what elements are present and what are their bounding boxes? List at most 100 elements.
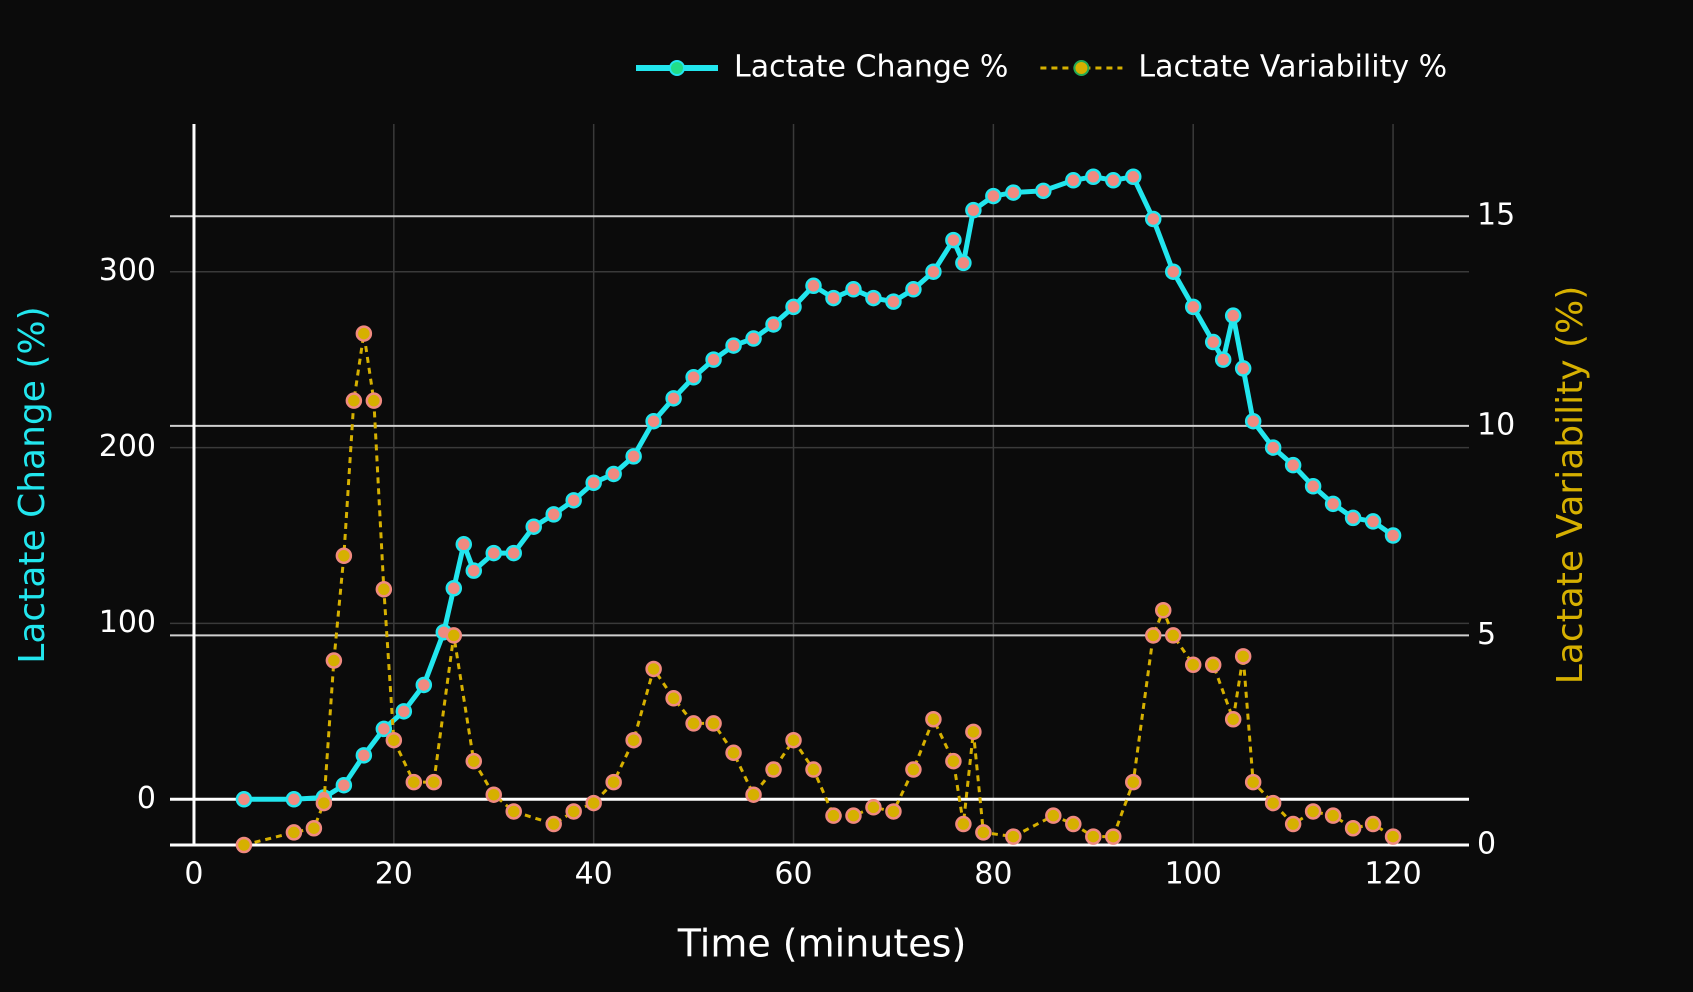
data-point xyxy=(305,819,323,837)
data-point xyxy=(705,715,722,732)
data-point xyxy=(665,690,682,707)
y2-tick-label: 5 xyxy=(1477,617,1496,652)
data-point xyxy=(1244,773,1262,791)
data-point xyxy=(1144,210,1162,228)
data-point xyxy=(1364,513,1382,530)
data-point xyxy=(315,794,333,812)
data-point xyxy=(1154,602,1172,619)
data-point xyxy=(285,791,303,808)
data-point xyxy=(625,448,642,465)
data-point xyxy=(805,761,822,778)
data-point xyxy=(975,824,992,841)
data-point xyxy=(1304,803,1322,820)
legend-marker xyxy=(669,60,685,76)
data-point xyxy=(705,351,722,368)
data-point xyxy=(1005,828,1022,845)
data-point xyxy=(1344,509,1362,527)
data-point xyxy=(445,627,463,644)
data-point xyxy=(505,803,522,820)
data-point xyxy=(1324,495,1342,513)
data-point xyxy=(745,330,762,347)
data-point xyxy=(235,836,253,854)
data-point xyxy=(955,815,972,833)
x-tick-label: 40 xyxy=(575,857,613,892)
data-point xyxy=(455,536,473,553)
data-point xyxy=(905,281,922,298)
data-point xyxy=(845,807,862,824)
y-tick-label: 100 xyxy=(99,605,156,640)
data-point xyxy=(725,744,742,762)
data-point xyxy=(565,803,582,820)
y2-tick-label: 0 xyxy=(1477,827,1496,862)
data-point xyxy=(1045,807,1062,824)
data-point xyxy=(465,752,483,770)
data-point xyxy=(1085,828,1102,845)
y-axis-title: Lactate Change (%) xyxy=(12,306,53,663)
data-point xyxy=(285,824,303,841)
x-axis-title: Time (minutes) xyxy=(677,922,967,966)
y2-axis-title: Lactate Variability (%) xyxy=(1550,286,1591,685)
data-point xyxy=(665,390,682,407)
data-point xyxy=(1125,773,1142,791)
data-point xyxy=(1085,168,1102,186)
data-point xyxy=(345,392,363,409)
data-point xyxy=(765,316,782,333)
data-point xyxy=(1184,298,1202,316)
data-point xyxy=(485,544,503,562)
data-point xyxy=(365,392,383,409)
data-point xyxy=(945,752,962,770)
data-point xyxy=(1384,828,1402,845)
data-point xyxy=(525,518,542,535)
data-point xyxy=(485,786,503,803)
data-point xyxy=(745,786,762,803)
data-point xyxy=(1224,307,1242,324)
data-point xyxy=(325,652,343,669)
data-point xyxy=(375,581,393,598)
y-tick-label: 0 xyxy=(137,781,156,816)
data-point xyxy=(335,776,353,794)
data-point xyxy=(1204,656,1222,673)
data-point xyxy=(1284,815,1302,833)
data-point xyxy=(785,731,802,749)
data-point xyxy=(925,263,942,280)
data-point xyxy=(1214,351,1232,368)
y2-tick-label: 10 xyxy=(1477,407,1515,442)
data-point xyxy=(725,337,742,354)
x-tick-label: 100 xyxy=(1165,857,1222,892)
data-point xyxy=(585,474,602,491)
data-point xyxy=(625,731,642,749)
data-point xyxy=(355,325,373,342)
data-point xyxy=(405,773,423,791)
data-point xyxy=(1364,815,1382,833)
data-point xyxy=(985,187,1002,205)
data-point xyxy=(645,412,662,430)
data-point xyxy=(845,281,862,298)
data-point xyxy=(885,293,902,310)
data-point xyxy=(605,465,622,483)
data-point xyxy=(865,799,882,816)
data-point xyxy=(1304,478,1322,495)
data-point xyxy=(1344,819,1362,837)
x-tick-label: 0 xyxy=(184,857,203,892)
data-point xyxy=(825,289,842,307)
data-point xyxy=(1184,656,1202,673)
data-point xyxy=(1164,627,1182,644)
data-point xyxy=(1384,527,1402,544)
data-point xyxy=(1204,333,1222,351)
data-point xyxy=(685,368,702,386)
legend-marker xyxy=(1073,60,1090,76)
data-point xyxy=(1065,172,1082,189)
data-point xyxy=(925,710,942,728)
data-point xyxy=(865,289,882,307)
data-point xyxy=(955,254,972,272)
data-point xyxy=(1234,648,1252,665)
data-point xyxy=(465,562,483,579)
data-point xyxy=(1264,439,1282,456)
x-tick-label: 80 xyxy=(974,857,1012,892)
data-point xyxy=(415,676,433,694)
data-point xyxy=(805,277,822,295)
data-point xyxy=(645,660,662,678)
data-point xyxy=(1105,828,1122,845)
